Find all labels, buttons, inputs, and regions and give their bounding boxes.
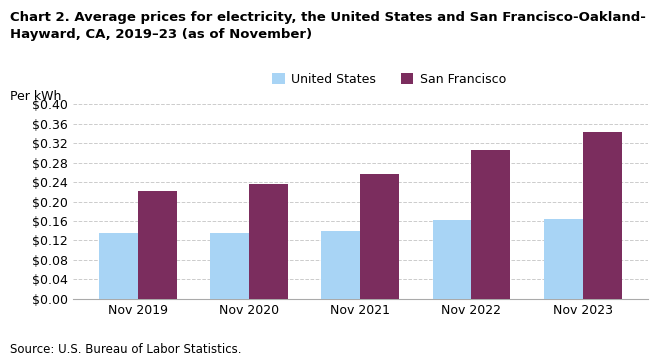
Bar [544,219,583,299]
Legend: United States, San Francisco: United States, San Francisco [267,68,511,91]
Text: Per kWh: Per kWh [10,90,61,103]
Bar [432,220,471,299]
Text: Source: U.S. Bureau of Labor Statistics.: Source: U.S. Bureau of Labor Statistics. [10,343,241,356]
Bar [210,233,249,299]
Text: Chart 2. Average prices for electricity, the United States and San Francisco-Oak: Chart 2. Average prices for electricity,… [10,11,646,41]
Bar [249,184,288,299]
Bar [583,132,621,299]
Bar [360,174,399,299]
Bar [471,150,510,299]
Bar [321,231,360,299]
Bar [137,191,176,299]
Bar [99,233,137,299]
